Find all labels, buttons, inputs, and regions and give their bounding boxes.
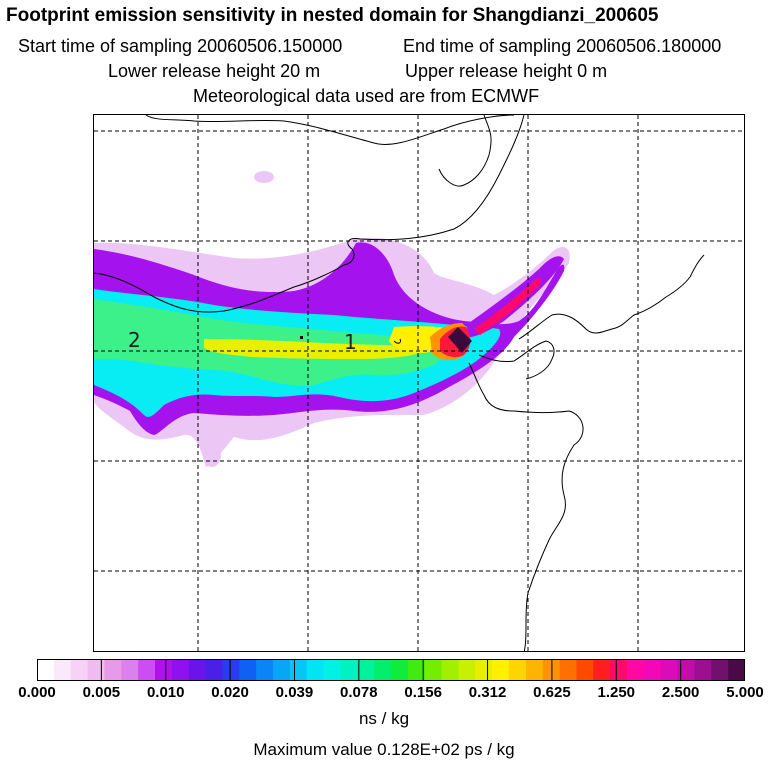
receptor-dot: [300, 336, 303, 339]
coastlines: [94, 115, 705, 651]
colorbar-cell: [576, 659, 594, 681]
ne-branch-pink: [474, 278, 541, 335]
colorbar-tick-label: 0.312: [468, 684, 507, 701]
colorbar-cell: [256, 659, 274, 681]
colorbar-cell: [728, 659, 746, 681]
plume-yellow: [204, 339, 434, 359]
colorbar-cell: [171, 659, 190, 681]
colorbar-tick-label: 0.005: [82, 684, 121, 701]
colorbar-cell: [121, 659, 139, 681]
colorbar-cell: [155, 659, 173, 681]
colorbar-canvas: [37, 659, 746, 681]
colorbar-cell: [525, 659, 544, 681]
colorbar-cell: [53, 659, 72, 681]
colorbar-cell: [357, 659, 375, 681]
source-darkest: [448, 327, 472, 353]
lat-lon-grid: [94, 115, 744, 651]
colorbar-tick-label: 1.250: [597, 684, 636, 701]
start-time-label: Start time of sampling 20060506.150000: [18, 36, 343, 56]
colorbar-cell: [694, 659, 712, 681]
met-data-label: Meteorological data used are from ECMWF: [193, 86, 540, 106]
colorbar-cell: [492, 659, 510, 681]
colorbar-cell: [711, 659, 729, 681]
colorbar-cell: [138, 659, 156, 681]
maximum-value-label: Maximum value 0.128E+02 ps / kg: [253, 740, 515, 759]
colorbar-cell: [441, 659, 459, 681]
colorbar-cell: [475, 659, 493, 681]
colorbar-cell: [306, 659, 325, 681]
colorbar: [37, 659, 746, 681]
colorbar-cell: [593, 659, 611, 681]
colorbar-cell: [660, 659, 679, 681]
colorbar-ticks: 0.000 0.005 0.010 0.020 0.039 0.078 0.156 0.312…: [0, 684, 768, 702]
receptor-label-2: 2: [128, 328, 141, 352]
colorbar-cell: [559, 659, 577, 681]
colorbar-cell: [677, 659, 695, 681]
ne-branch-purple: [466, 256, 564, 337]
colorbar-cell: [340, 659, 358, 681]
colorbar-cell: [323, 659, 341, 681]
colorbar-cell: [509, 659, 527, 681]
colorbar-tick-label: 0.020: [211, 684, 249, 701]
colorbar-cell: [37, 659, 55, 681]
colorbar-cell: [70, 659, 89, 681]
colorbar-tick-label: 0.078: [340, 684, 378, 701]
colorbar-cell: [273, 659, 291, 681]
colorbar-cell: [205, 659, 223, 681]
colorbar-tick-label: 2.500: [661, 684, 700, 701]
patch-north: [254, 171, 274, 183]
colorbar-cell: [104, 659, 122, 681]
colorbar-cell: [610, 659, 628, 681]
colorbar-cell: [542, 659, 561, 681]
colorbar-unit: ns / kg: [358, 709, 410, 728]
colorbar-cell: [391, 659, 409, 681]
colorbar-cell: [424, 659, 443, 681]
map-canvas: 2 1: [94, 115, 744, 651]
lower-release-height-label: Lower release height 20 m: [108, 61, 321, 81]
plot-title: Footprint emission sensitivity in nested…: [6, 5, 659, 26]
map-panel: 2 1: [93, 114, 745, 652]
colorbar-cell: [458, 659, 476, 681]
colorbar-tick-label: 0.625: [533, 684, 571, 701]
colorbar-cell: [627, 659, 645, 681]
colorbar-cell: [374, 659, 392, 681]
colorbar-cell: [289, 659, 308, 681]
colorbar-tick-label: 0.010: [146, 684, 185, 701]
colorbar-cell: [239, 659, 257, 681]
colorbar-cell: [188, 659, 207, 681]
upper-release-height-label: Upper release height 0 m: [405, 61, 608, 81]
end-time-label: End time of sampling 20060506.180000: [403, 36, 722, 56]
footprint-plume: [94, 171, 570, 467]
colorbar-cell: [222, 659, 240, 681]
colorbar-cell: [87, 659, 105, 681]
patch-south: [203, 443, 221, 467]
colorbar-tick-label: 0.156: [404, 684, 442, 701]
colorbar-border: [37, 659, 745, 681]
colorbar-cell: [407, 659, 426, 681]
colorbar-cell: [643, 659, 662, 681]
colorbar-tick-label: 0.000: [18, 684, 56, 701]
colorbar-tick-label: 5.000: [726, 684, 764, 701]
colorbar-tick-label: 0.039: [275, 684, 314, 701]
receptor-label-1: 1: [344, 330, 357, 354]
